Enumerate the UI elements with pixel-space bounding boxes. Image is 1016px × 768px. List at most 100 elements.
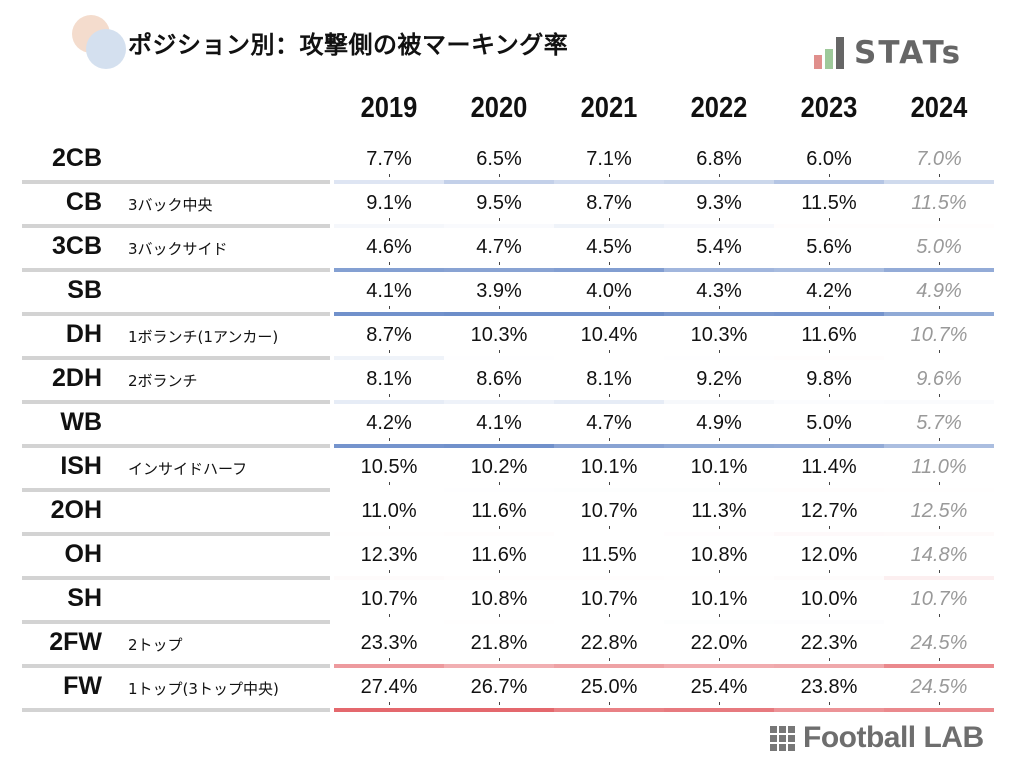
chart-title: ポジション別：攻撃側の被マーキング率 <box>128 31 569 59</box>
value-cell: 6.8% <box>696 148 742 170</box>
cell-tick <box>609 218 610 221</box>
value-cell: 4.7% <box>586 412 632 434</box>
value-cell: 11.5% <box>581 544 637 566</box>
value-color-bar <box>664 400 774 404</box>
position-description: 1ボランチ(1アンカー) <box>128 328 279 346</box>
table-row: DH 1ボランチ(1アンカー) 8.7% 10.3% 10.4% 10.3% 11.6% 10… <box>0 316 1016 360</box>
value-cell: 8.1% <box>586 368 632 390</box>
position-label: 2FW <box>49 628 102 656</box>
value-color-bar <box>774 576 884 580</box>
value-color-bar <box>444 312 554 316</box>
value-color-bar <box>774 268 884 272</box>
cell-tick <box>829 482 830 485</box>
cell-tick <box>389 306 390 309</box>
value-cell: 10.8% <box>470 588 528 610</box>
cell-tick <box>499 702 500 705</box>
value-color-bar <box>884 664 994 668</box>
value-cell: 5.4% <box>696 236 742 258</box>
value-color-bar <box>774 532 884 536</box>
value-color-bar <box>554 444 664 448</box>
cell-tick <box>829 262 830 265</box>
value-cell: 9.2% <box>696 368 742 390</box>
cell-tick <box>939 218 940 221</box>
cell-tick <box>939 438 940 441</box>
value-cell: 4.1% <box>476 412 522 434</box>
cell-tick <box>719 702 720 705</box>
value-color-bar <box>554 356 664 360</box>
value-cell: 5.7% <box>916 412 962 434</box>
cell-tick <box>609 306 610 309</box>
value-cell: 4.6% <box>366 236 412 258</box>
cell-tick <box>499 614 500 617</box>
value-cell: 4.5% <box>586 236 632 258</box>
value-color-bar <box>554 532 664 536</box>
value-cell: 7.1% <box>586 148 632 170</box>
value-color-bar <box>334 312 444 316</box>
value-cell: 10.3% <box>690 324 748 346</box>
value-cell: 10.1% <box>690 588 748 610</box>
value-cell: 9.5% <box>476 192 522 214</box>
value-cell: 24.5% <box>910 632 968 654</box>
position-label: SH <box>67 584 102 612</box>
football-lab-logo-text: Football LAB <box>803 721 984 754</box>
value-color-bar <box>884 532 994 536</box>
table-row: 3CB 3バックサイド 4.6% 4.7% 4.5% 5.4% 5.6% 5.0% <box>0 228 1016 272</box>
value-cell: 7.7% <box>366 148 412 170</box>
value-color-bar <box>444 532 554 536</box>
position-label: SB <box>67 276 102 304</box>
value-color-bar <box>554 488 664 492</box>
cell-tick <box>499 526 500 529</box>
cell-tick <box>609 350 610 353</box>
value-cell: 11.6% <box>471 544 527 566</box>
value-cell: 10.2% <box>470 456 528 478</box>
value-color-bar <box>444 268 554 272</box>
stats-logo: STATs <box>814 33 962 69</box>
position-label: DH <box>65 320 102 348</box>
cell-tick <box>609 438 610 441</box>
cell-tick <box>609 262 610 265</box>
cell-tick <box>609 482 610 485</box>
value-color-bar <box>664 312 774 316</box>
value-color-bar <box>334 444 444 448</box>
value-color-bar <box>664 268 774 272</box>
value-cell: 8.6% <box>476 368 522 390</box>
value-color-bar <box>334 620 444 624</box>
cell-tick <box>609 174 610 177</box>
table-row: CB 3バック中央 9.1% 9.5% 8.7% 9.3% 11.5% 11.5% <box>0 184 1016 228</box>
value-color-bar <box>554 268 664 272</box>
value-color-bar <box>884 180 994 184</box>
row-separator <box>22 400 330 404</box>
value-color-bar <box>774 312 884 316</box>
cell-tick <box>609 570 610 573</box>
cell-tick <box>719 614 720 617</box>
value-cell: 11.5% <box>801 192 857 214</box>
cell-tick <box>939 658 940 661</box>
cell-tick <box>389 702 390 705</box>
value-color-bar <box>774 180 884 184</box>
value-cell: 22.8% <box>580 632 638 654</box>
value-color-bar <box>554 224 664 228</box>
cell-tick <box>609 702 610 705</box>
year-header-2024: 2024 <box>910 92 968 124</box>
cell-tick <box>719 394 720 397</box>
cell-tick <box>499 438 500 441</box>
value-color-bar <box>444 488 554 492</box>
position-description: 3バック中央 <box>128 196 213 214</box>
value-color-bar <box>664 224 774 228</box>
value-color-bar <box>444 620 554 624</box>
value-color-bar <box>884 708 994 712</box>
cell-tick <box>939 174 940 177</box>
row-separator <box>22 268 330 272</box>
cell-tick <box>389 350 390 353</box>
value-cell: 7.0% <box>916 148 962 170</box>
cell-tick <box>609 394 610 397</box>
table-row: 2DH 2ボランチ 8.1% 8.6% 8.1% 9.2% 9.8% 9.6% <box>0 360 1016 404</box>
value-cell: 10.7% <box>580 500 638 522</box>
value-color-bar <box>884 620 994 624</box>
cell-tick <box>719 482 720 485</box>
value-color-bar <box>664 444 774 448</box>
value-color-bar <box>444 224 554 228</box>
value-color-bar <box>334 532 444 536</box>
value-cell: 4.2% <box>806 280 852 302</box>
cell-tick <box>939 350 940 353</box>
